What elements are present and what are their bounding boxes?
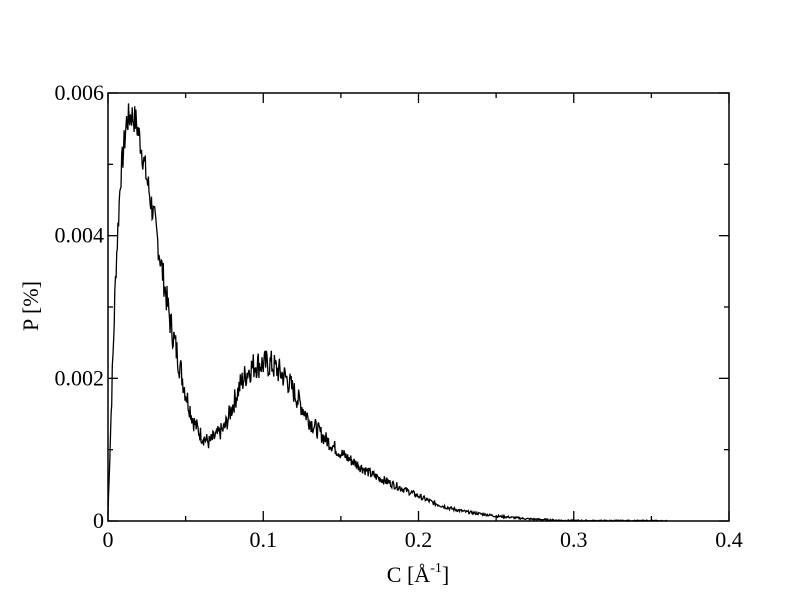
x-tick-label: 0.2 [405,527,433,552]
x-axis-label: C [Å-1] [387,561,449,587]
x-axis-label-text: C [Å [387,562,431,587]
x-tick-label: 0.4 [715,527,743,552]
y-tick-label: 0.002 [55,365,105,390]
y-tick-label: 0 [93,508,104,533]
x-axis-label-sup: -1 [430,561,442,576]
x-tick-label: 0.1 [250,527,278,552]
plot-frame [107,92,730,522]
series-line [107,103,668,523]
y-axis-label: P [%] [18,281,43,331]
x-axis-label-close: ] [442,562,449,587]
x-tick-label: 0 [103,527,114,552]
tick-labels: 0 0.1 0.2 0.3 0.4 0 0.002 0.004 0.006 [55,80,743,552]
x-tick-label: 0.3 [560,527,588,552]
axis-ticks [107,92,730,522]
y-tick-label: 0.006 [55,80,105,105]
y-tick-label: 0.004 [55,223,105,248]
